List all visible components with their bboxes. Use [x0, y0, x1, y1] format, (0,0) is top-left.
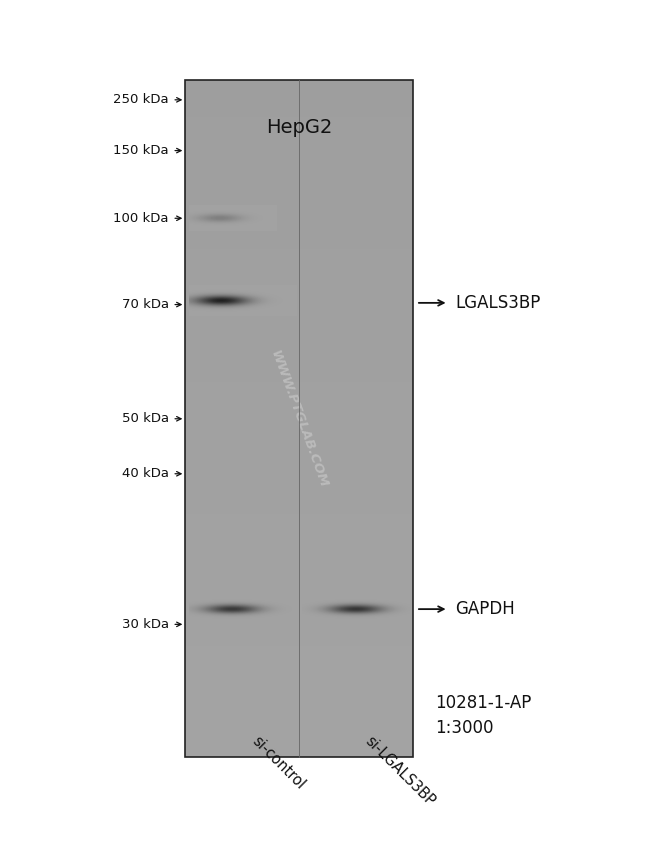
- Text: si-control: si-control: [248, 733, 307, 793]
- Text: 40 kDa: 40 kDa: [122, 467, 169, 481]
- Text: WWW.PTGLAB.COM: WWW.PTGLAB.COM: [268, 349, 330, 489]
- Text: 30 kDa: 30 kDa: [122, 618, 169, 631]
- Text: 70 kDa: 70 kDa: [122, 298, 169, 311]
- Text: 10281-1-AP
1:3000: 10281-1-AP 1:3000: [436, 694, 532, 737]
- Text: HepG2: HepG2: [266, 118, 332, 137]
- Text: si-LGALS3BP: si-LGALS3BP: [363, 733, 438, 810]
- Text: 250 kDa: 250 kDa: [113, 93, 169, 107]
- Text: LGALS3BP: LGALS3BP: [455, 294, 540, 312]
- Text: GAPDH: GAPDH: [455, 600, 515, 618]
- Text: 50 kDa: 50 kDa: [122, 412, 169, 426]
- Text: 100 kDa: 100 kDa: [114, 212, 169, 225]
- Bar: [185, 80, 413, 757]
- Text: 150 kDa: 150 kDa: [113, 144, 169, 157]
